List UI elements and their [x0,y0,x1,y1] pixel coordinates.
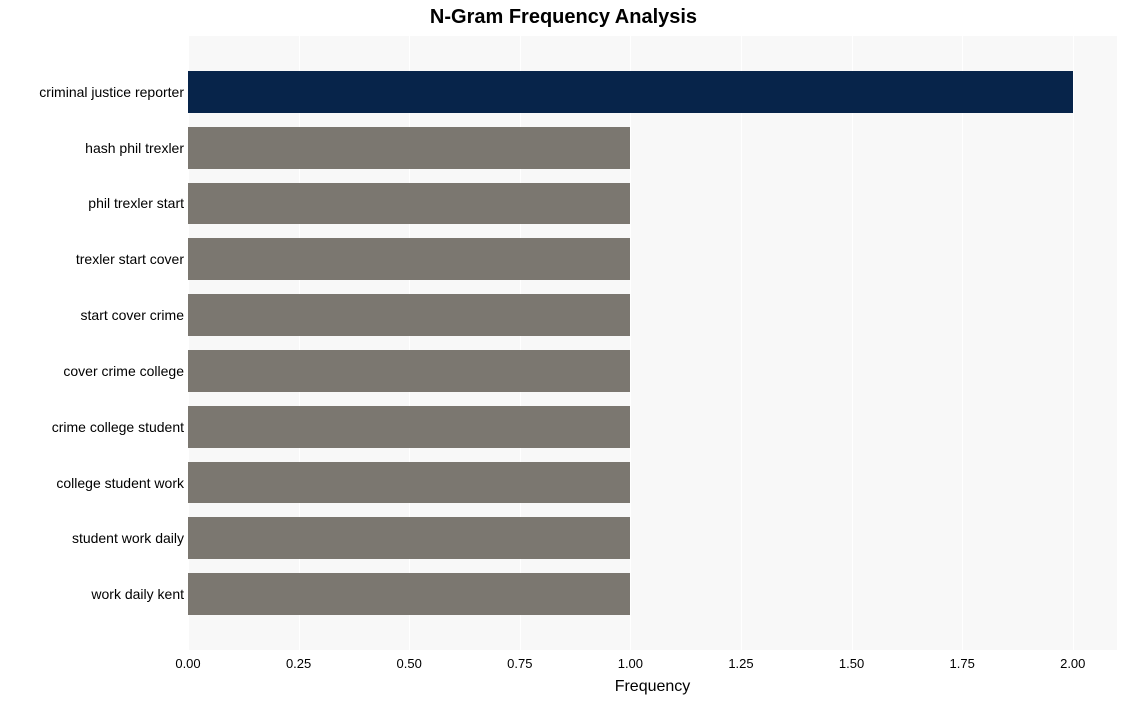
x-axis-label: Frequency [188,678,1117,696]
bar [188,127,630,169]
y-tick-label: hash phil trexler [85,140,184,156]
bar-row [188,71,1073,113]
plot-area [188,36,1117,650]
bar-row [188,406,630,448]
bar [188,71,1073,113]
bar [188,462,630,504]
x-tick-label: 1.75 [950,656,975,671]
x-tick-label: 2.00 [1060,656,1085,671]
bar-row [188,517,630,559]
y-tick-label: criminal justice reporter [39,84,184,100]
bar-row [188,183,630,225]
x-tick-label: 0.50 [397,656,422,671]
bar-row [188,573,630,615]
grid-line [852,36,853,650]
y-tick-label: work daily kent [91,586,184,602]
bar-row [188,238,630,280]
y-tick-label: start cover crime [81,307,184,323]
ngram-frequency-chart: N-Gram Frequency Analysis criminal justi… [0,0,1127,701]
y-tick-label: phil trexler start [88,195,184,211]
x-tick-label: 1.00 [618,656,643,671]
bar-row [188,462,630,504]
bar-row [188,127,630,169]
y-tick-label: college student work [56,475,184,491]
x-tick-label: 0.25 [286,656,311,671]
grid-line [1073,36,1074,650]
grid-line [741,36,742,650]
chart-title: N-Gram Frequency Analysis [0,6,1127,29]
bar [188,517,630,559]
bar [188,406,630,448]
grid-line [962,36,963,650]
bar-row [188,350,630,392]
bar-row [188,294,630,336]
bar [188,573,630,615]
y-tick-label: crime college student [52,419,184,435]
x-tick-label: 0.00 [175,656,200,671]
y-tick-label: student work daily [72,530,184,546]
x-tick-label: 1.50 [839,656,864,671]
bar [188,294,630,336]
bar [188,238,630,280]
bar [188,183,630,225]
bar [188,350,630,392]
y-tick-label: cover crime college [63,363,184,379]
y-tick-label: trexler start cover [76,251,184,267]
x-tick-label: 0.75 [507,656,532,671]
x-tick-label: 1.25 [728,656,753,671]
grid-line [630,36,631,650]
